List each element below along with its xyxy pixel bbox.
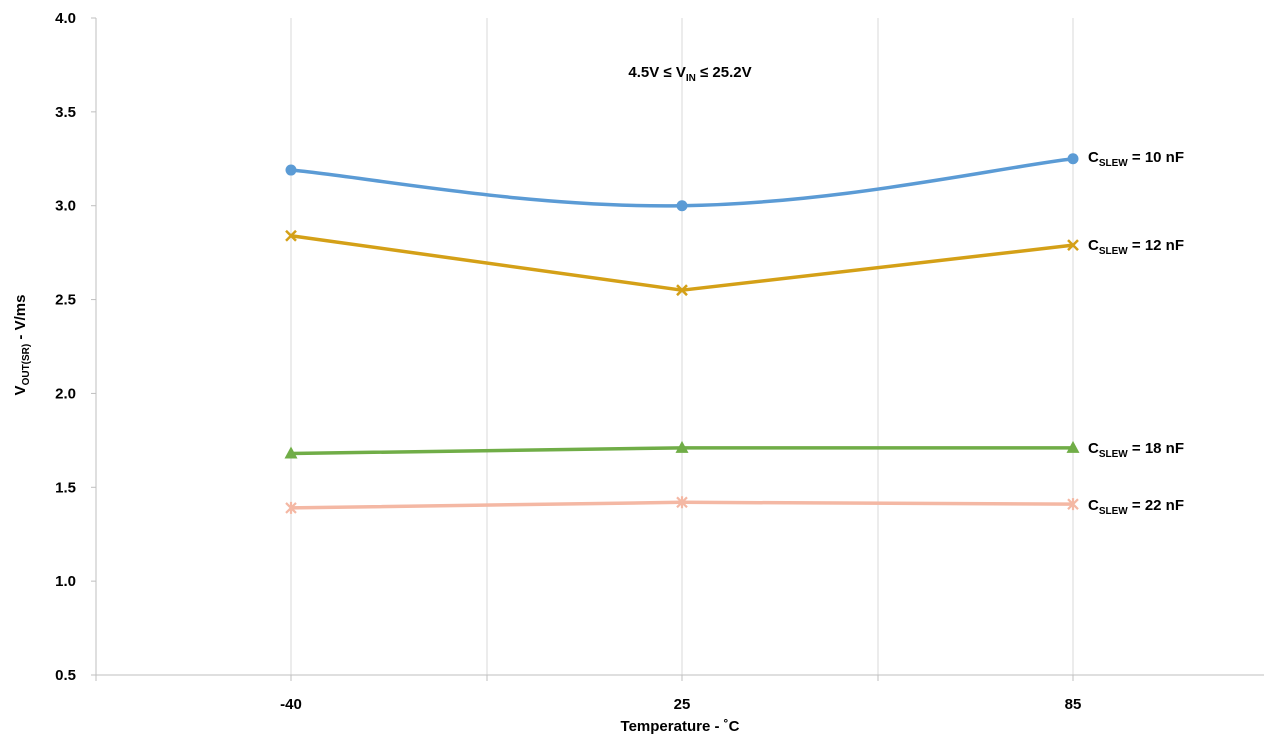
data-point: [675, 440, 689, 453]
data-point: [285, 229, 297, 242]
data-point: [1066, 440, 1080, 453]
data-point: [676, 284, 688, 297]
series-1: [285, 153, 1079, 212]
data-point: [285, 164, 297, 176]
x-tick-label: -40: [280, 696, 302, 713]
data-point: [1067, 498, 1079, 511]
series-2: [285, 229, 1079, 297]
y-tick-label: 1.5: [55, 479, 76, 496]
data-point: [676, 200, 688, 212]
y-tick-label: 2.0: [55, 385, 76, 402]
y-axis-title: VOUT(SR) - V/ms: [12, 295, 32, 396]
series-label: CSLEW = 18 nF: [1088, 440, 1184, 460]
data-point: [284, 446, 298, 459]
series-group: [284, 153, 1080, 514]
y-tick-labels: 0.5 1.0 1.5 2.0 2.5 3.0 3.5 4.0: [55, 10, 76, 684]
axes: [91, 17, 1264, 681]
series-labels: CSLEW = 10 nF CSLEW = 12 nF CSLEW = 18 nF C…: [1088, 149, 1184, 517]
series-label: CSLEW = 22 nF: [1088, 497, 1184, 517]
data-point: [1067, 239, 1079, 252]
y-tick-label: 1.0: [55, 573, 76, 590]
x-tick-labels: -40 25 85: [280, 696, 1081, 713]
y-tick-label: 3.0: [55, 198, 76, 215]
chart-title: 4.5V ≤ VIN ≤ 25.2V: [628, 64, 751, 84]
x-axis-title: Temperature - ˚C: [621, 718, 740, 735]
data-point: [285, 501, 297, 514]
series-3: [284, 440, 1080, 459]
y-tick-label: 3.5: [55, 104, 76, 121]
series-4: [285, 496, 1079, 514]
series-label: CSLEW = 12 nF: [1088, 237, 1184, 257]
y-tick-label: 4.0: [55, 10, 76, 27]
y-tick-label: 2.5: [55, 292, 76, 309]
data-point: [1067, 153, 1079, 165]
data-point: [676, 496, 688, 509]
grid: [95, 18, 1074, 675]
y-tick-label: 0.5: [55, 667, 76, 684]
x-tick-label: 25: [674, 696, 691, 713]
series-label: CSLEW = 10 nF: [1088, 149, 1184, 169]
x-tick-label: 85: [1065, 696, 1082, 713]
